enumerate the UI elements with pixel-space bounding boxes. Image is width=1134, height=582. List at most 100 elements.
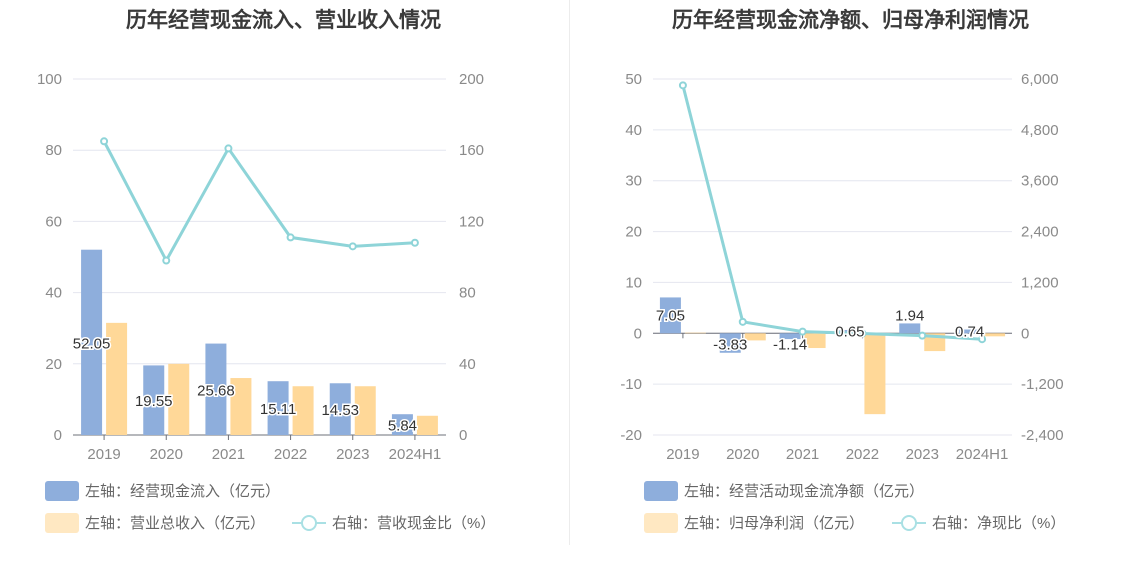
y-right-tick-label: -2,400 (1021, 427, 1064, 444)
y-left-tick-label: -20 (620, 427, 642, 444)
line-point (224, 144, 233, 153)
y-right-tick-label: 1,200 (1021, 274, 1059, 291)
y-left-tick-label: 20 (45, 356, 62, 373)
y-right-tick-label: 2,400 (1021, 224, 1059, 241)
chart-title: 历年经营现金流净额、归母净利润情况 (672, 9, 1029, 32)
bar-1-s1 (864, 333, 886, 415)
bar-0-s1 (292, 386, 314, 435)
line-point (678, 81, 687, 90)
data-label: 1.94 (895, 307, 924, 324)
x-tick-label: 2022 (846, 446, 879, 463)
y-right-tick-label: 4,800 (1021, 122, 1059, 139)
x-tick-label: 2024H1 (389, 446, 442, 463)
line-point (918, 331, 927, 340)
y-left-tick-label: 40 (625, 122, 642, 139)
bar-0-s1 (106, 322, 128, 435)
legend-label: 左轴：营业总收入（亿元） (85, 515, 266, 532)
line-point (100, 137, 109, 146)
data-label: 7.05 (656, 307, 685, 324)
line-series (102, 140, 416, 264)
legend-item[interactable]: 左轴：经营活动现金流净额（亿元） (644, 480, 924, 501)
bar-0-s0 (205, 343, 227, 435)
chart-panel-net-cashflow: 历年经营现金流净额、归母净利润情况 -20 -2,400 -10 -1,200 0 0 10… (567, 0, 1134, 582)
chart-plot: 0 0 20 40 40 80 60 120 80 160 100 200 2019 2020 2021 20… (37, 71, 484, 463)
legend-item[interactable]: 左轴：营业总收入（亿元） (45, 512, 265, 533)
y-left-tick-label: -10 (620, 376, 642, 393)
y-right-tick-label: 0 (1021, 325, 1029, 342)
x-tick-label: 2021 (212, 446, 245, 463)
line-point (738, 317, 747, 326)
legend-item[interactable]: 左轴：经营现金流入（亿元） (45, 480, 280, 501)
legend-label: 左轴：归母净利润（亿元） (684, 515, 865, 532)
line-point (978, 335, 987, 344)
bar-1-s1 (684, 332, 706, 334)
y-left-tick-label: 0 (54, 427, 62, 444)
bar-0-s0 (391, 414, 413, 435)
legend-swatch (644, 512, 678, 533)
line-point (410, 238, 419, 247)
legend-swatch (45, 480, 79, 501)
y-left-tick-label: 50 (625, 71, 642, 88)
line-series (681, 84, 983, 341)
y-right-tick-label: 40 (459, 356, 476, 373)
y-right-tick-label: 80 (459, 285, 476, 302)
x-tick-label: 2019 (87, 446, 120, 463)
data-label: 52.05 (73, 335, 111, 352)
data-label: 15.11 (260, 401, 296, 418)
bar-0-s0 (267, 381, 289, 435)
x-tick-label: 2023 (906, 446, 939, 463)
y-right-tick-label: 160 (459, 142, 484, 159)
bar-1-s0 (779, 333, 801, 340)
y-left-tick-label: 30 (625, 173, 642, 190)
data-label: 14.53 (321, 402, 359, 419)
y-right-tick-label: 0 (459, 427, 467, 444)
x-tick-label: 2020 (726, 446, 759, 463)
bar-0-s0 (81, 249, 103, 435)
legend-label: 右轴：净现比（%） (932, 515, 1066, 532)
bar-1-s0 (899, 323, 921, 334)
x-tick-label: 2022 (274, 446, 307, 463)
y-left-tick-label: 20 (625, 224, 642, 241)
bar-1-s1 (804, 333, 826, 349)
data-label: 0.65 (835, 323, 864, 340)
legend-swatch (644, 480, 678, 501)
legend-label: 左轴：经营现金流入（亿元） (85, 483, 281, 500)
x-tick-label: 2019 (666, 446, 699, 463)
line-point (162, 256, 171, 265)
legend-swatch (45, 512, 79, 533)
y-right-tick-label: 120 (459, 213, 484, 230)
line-point (286, 233, 295, 242)
bar-1-s0 (719, 333, 741, 353)
legend-swatch-line (292, 513, 326, 533)
legend-label: 右轴：营收现金比（%） (332, 515, 496, 532)
legend-item[interactable]: 左轴：归母净利润（亿元） (644, 512, 864, 533)
x-tick-label: 2023 (336, 446, 369, 463)
bar-1-s1 (984, 333, 1006, 337)
bar-0-s0 (143, 365, 165, 435)
y-left-tick-label: 100 (37, 71, 62, 88)
legend-label: 左轴：经营活动现金流净额（亿元） (684, 483, 925, 500)
line-point (348, 242, 357, 251)
y-right-tick-label: 6,000 (1021, 71, 1059, 88)
y-left-tick-label: 40 (45, 285, 62, 302)
y-left-tick-label: 60 (45, 213, 62, 230)
y-right-tick-label: -1,200 (1021, 376, 1064, 393)
legend-swatch-line (892, 513, 926, 533)
data-label: 5.84 (388, 418, 417, 435)
legend-item[interactable]: 右轴：净现比（%） (892, 512, 1065, 533)
bar-1-s1 (744, 333, 766, 341)
data-label: 0.74 (955, 323, 984, 340)
legend-item[interactable]: 右轴：营收现金比（%） (292, 512, 495, 533)
bar-0-s1 (416, 415, 438, 435)
x-tick-label: 2021 (786, 446, 819, 463)
x-tick-label: 2020 (150, 446, 183, 463)
y-left-tick-label: 10 (625, 274, 642, 291)
line-point (798, 327, 807, 336)
data-label: -3.83 (713, 336, 747, 353)
bar-0-s1 (354, 386, 376, 435)
bar-1-s0 (959, 329, 981, 334)
bar-0-s1 (230, 378, 252, 435)
y-left-tick-label: 80 (45, 142, 62, 159)
line-point (858, 329, 867, 338)
y-right-tick-label: 200 (459, 71, 484, 88)
